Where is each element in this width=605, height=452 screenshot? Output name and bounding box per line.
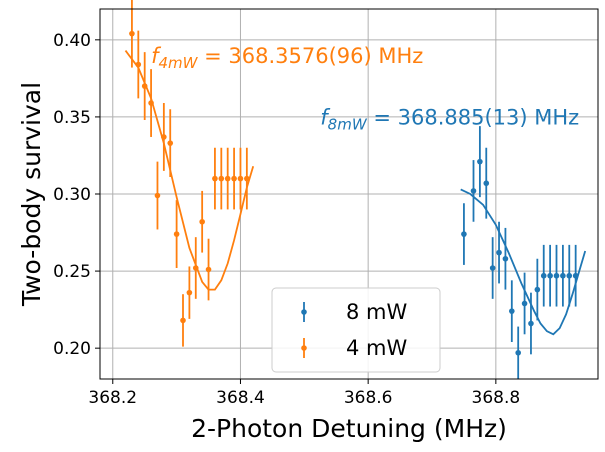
data-point [167,140,174,146]
data-point [572,272,579,279]
data-point [553,272,560,279]
data-point [199,218,205,225]
legend-marker [301,309,307,315]
data-point [560,272,566,279]
data-point [192,265,199,271]
data-point [547,272,553,279]
data-point [129,30,135,37]
y-tick-label: 0.40 [53,31,91,51]
x-tick-label: 368.6 [344,388,393,408]
data-point [483,180,490,187]
data-point [148,100,154,106]
y-tick-label: 0.30 [53,185,91,205]
fit-annotation: f8mW = 368.885(13) MHz [320,106,579,134]
data-point [205,266,212,273]
legend-box [271,287,441,373]
data-point [237,175,244,182]
data-point [502,255,509,262]
y-tick-label: 0.35 [53,108,91,128]
y-tick-label: 0.20 [53,339,91,359]
data-point [509,308,515,314]
data-points [129,0,579,379]
axis-ticks: 368.2 368.4 368.6 368.8 0.20 0.25 0.30 0.35 0.40 [53,31,520,408]
x-axis-label: 2-Photon Detuning (MHz) [191,414,507,443]
data-point [224,175,231,182]
y-tick-label: 0.25 [53,262,91,282]
data-point [489,265,496,271]
annotations: f4mW = 368.3576(96) MHz f8mW = 368.885(13… [151,44,579,134]
data-point [496,249,502,256]
data-point [461,231,467,237]
data-point [154,192,161,199]
data-point [515,349,521,356]
legend: 8 mW 4 mW [271,287,441,373]
legend-label: 8 mW [346,300,407,324]
data-point [566,272,573,279]
data-point [218,175,225,182]
fit-curve [460,188,587,336]
data-point [141,83,148,89]
data-point [173,231,180,237]
data-point [186,289,193,296]
legend-marker [301,345,307,351]
y-axis-label: Two-body survival [17,82,46,307]
data-point [528,320,534,327]
data-point [180,317,186,324]
data-point [540,272,547,279]
data-point [534,286,541,293]
legend-label: 4 mW [346,336,407,360]
data-point [477,158,483,165]
x-tick-label: 368.2 [88,388,137,408]
x-tick-label: 368.4 [216,388,265,408]
data-point [521,300,528,307]
data-point [231,175,237,182]
data-point [470,188,477,194]
data-point [161,134,167,140]
data-point [212,175,218,182]
data-point [244,175,250,182]
data-point [135,61,142,68]
x-tick-label: 368.8 [472,388,521,408]
fit-annotation: f4mW = 368.3576(96) MHz [151,44,423,72]
